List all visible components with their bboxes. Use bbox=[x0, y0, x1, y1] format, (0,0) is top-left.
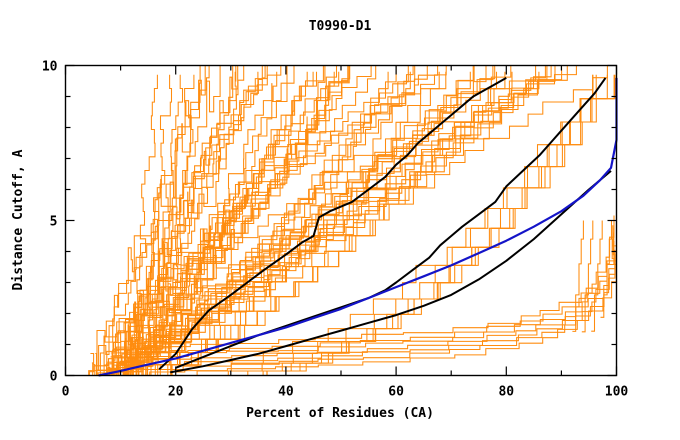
blue-reference-curve bbox=[98, 77, 618, 377]
prediction-curve bbox=[122, 65, 239, 377]
prediction-curve bbox=[117, 65, 372, 377]
prediction-curve bbox=[118, 71, 237, 377]
orange-prediction-curves bbox=[82, 64, 618, 377]
y-tick-label: 10 bbox=[42, 60, 58, 75]
x-tick-label: 0 bbox=[62, 385, 70, 400]
prediction-curve bbox=[143, 74, 173, 377]
prediction-curve bbox=[103, 71, 259, 377]
prediction-curve bbox=[132, 74, 158, 377]
prediction-curve bbox=[119, 65, 546, 377]
prediction-curve bbox=[134, 71, 389, 377]
prediction-curve bbox=[108, 241, 618, 376]
prediction-curve bbox=[111, 65, 414, 377]
prediction-curve bbox=[145, 71, 498, 377]
y-axis-title: Distance Cutoff, A bbox=[11, 149, 26, 290]
highlight-curve-black-2 bbox=[175, 77, 607, 369]
black-highlight-curves bbox=[158, 77, 612, 374]
x-axis-title: Percent of Residues (CA) bbox=[246, 406, 434, 421]
prediction-curve bbox=[112, 215, 615, 350]
prediction-curve bbox=[591, 220, 603, 332]
highlight-curve-black-1 bbox=[158, 77, 507, 371]
axis-tick-labels: 0 20 40 60 80 100 0 5 10 bbox=[42, 60, 629, 400]
prediction-curve bbox=[116, 71, 340, 377]
axis-ticks bbox=[64, 64, 618, 377]
reference-curve bbox=[98, 77, 618, 377]
prediction-curve bbox=[600, 220, 613, 318]
prediction-curve bbox=[93, 65, 447, 377]
x-tick-label: 60 bbox=[388, 385, 404, 400]
x-tick-label: 40 bbox=[278, 385, 294, 400]
prediction-curve bbox=[168, 74, 195, 377]
x-tick-label: 20 bbox=[168, 385, 184, 400]
y-tick-label: 5 bbox=[50, 215, 58, 230]
prediction-curve bbox=[117, 65, 563, 377]
prediction-curve bbox=[581, 220, 594, 333]
chart-title: T0990-D1 bbox=[309, 19, 372, 34]
prediction-curve bbox=[572, 220, 584, 332]
highlight-curve-black-3 bbox=[170, 170, 612, 374]
prediction-curve bbox=[91, 65, 206, 377]
y-tick-label: 0 bbox=[50, 370, 58, 385]
prediction-curve bbox=[106, 228, 616, 363]
prediction-curve bbox=[87, 65, 282, 377]
x-tick-label: 80 bbox=[498, 385, 514, 400]
x-tick-label: 100 bbox=[605, 385, 629, 400]
prediction-curve bbox=[90, 65, 210, 377]
prediction-curve bbox=[99, 65, 548, 377]
